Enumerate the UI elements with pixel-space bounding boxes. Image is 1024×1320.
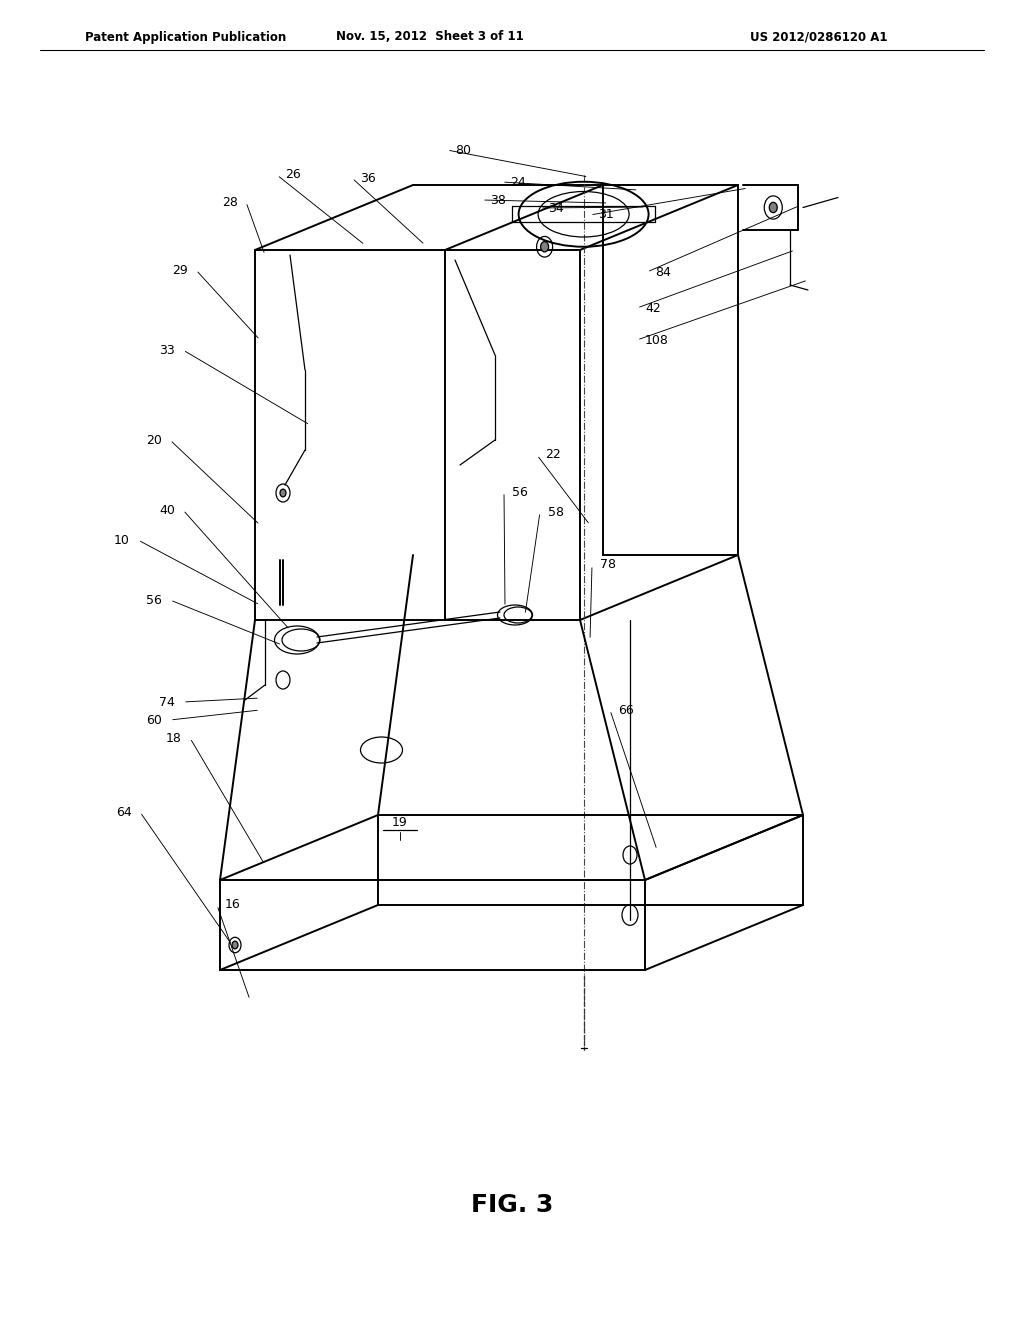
Circle shape: [769, 202, 777, 213]
Text: 18: 18: [166, 731, 182, 744]
Text: 58: 58: [548, 506, 564, 519]
Text: 33: 33: [160, 343, 175, 356]
Text: 38: 38: [490, 194, 506, 206]
Text: 28: 28: [222, 195, 238, 209]
Text: 16: 16: [225, 899, 241, 912]
Text: 42: 42: [645, 301, 660, 314]
Text: 31: 31: [598, 209, 613, 222]
Text: 84: 84: [655, 265, 671, 279]
Text: 24: 24: [510, 176, 525, 189]
Text: 19: 19: [392, 816, 408, 829]
Text: 56: 56: [512, 486, 528, 499]
Text: 56: 56: [146, 594, 162, 606]
Circle shape: [541, 242, 549, 252]
Text: 40: 40: [159, 503, 175, 516]
Text: Nov. 15, 2012  Sheet 3 of 11: Nov. 15, 2012 Sheet 3 of 11: [336, 30, 524, 44]
Circle shape: [280, 490, 286, 496]
Text: US 2012/0286120 A1: US 2012/0286120 A1: [750, 30, 888, 44]
Text: FIG. 3: FIG. 3: [471, 1193, 553, 1217]
Text: 26: 26: [285, 169, 301, 181]
Text: 36: 36: [360, 172, 376, 185]
Circle shape: [232, 941, 238, 949]
Text: Patent Application Publication: Patent Application Publication: [85, 30, 287, 44]
Text: 20: 20: [146, 433, 162, 446]
Text: 74: 74: [159, 696, 175, 709]
Text: 34: 34: [548, 202, 564, 214]
Text: 66: 66: [618, 704, 634, 717]
Text: 29: 29: [172, 264, 188, 276]
Text: 78: 78: [600, 558, 616, 572]
Text: 10: 10: [114, 533, 130, 546]
Text: 64: 64: [117, 805, 132, 818]
Text: 60: 60: [146, 714, 162, 726]
Text: 108: 108: [645, 334, 669, 346]
Text: 22: 22: [545, 449, 561, 462]
Text: 80: 80: [455, 144, 471, 157]
